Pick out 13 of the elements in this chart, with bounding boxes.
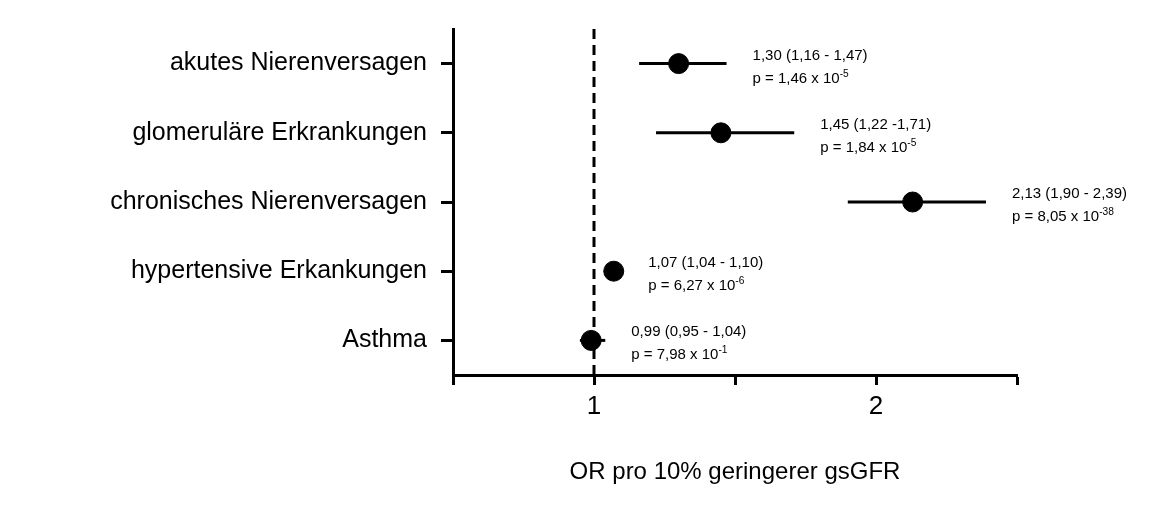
point — [668, 53, 690, 75]
y-tick-label: akutes Nierenversagen — [169, 47, 427, 76]
point — [902, 191, 924, 213]
y-tick-label: hypertensive Erkankungen — [130, 255, 427, 284]
point — [603, 260, 625, 282]
y-tick-label: chronisches Nierenversagen — [110, 185, 427, 214]
point — [710, 122, 732, 144]
y-tick-label: glomeruläre Erkrankungen — [132, 116, 427, 145]
x-axis-title: OR pro 10% geringerer gsGFR — [569, 457, 901, 485]
x-tick-label: 2 — [868, 389, 884, 420]
y-tick-label: Asthma — [342, 324, 428, 353]
point — [580, 329, 602, 351]
x-tick-label: 1 — [586, 389, 602, 420]
